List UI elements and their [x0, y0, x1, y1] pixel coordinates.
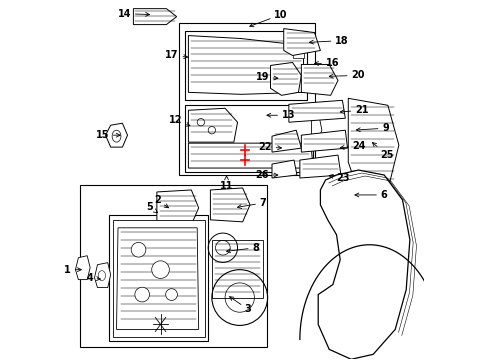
- Polygon shape: [188, 108, 237, 142]
- Polygon shape: [270, 62, 301, 95]
- Polygon shape: [133, 9, 176, 24]
- Text: 22: 22: [258, 142, 281, 152]
- Text: 15: 15: [96, 130, 120, 140]
- Polygon shape: [288, 100, 345, 122]
- Polygon shape: [94, 263, 110, 288]
- Text: 17: 17: [165, 50, 187, 60]
- Text: 10: 10: [249, 10, 287, 27]
- Polygon shape: [210, 188, 249, 222]
- Text: 12: 12: [169, 115, 190, 126]
- Text: 4: 4: [86, 273, 100, 283]
- Polygon shape: [188, 36, 303, 94]
- Text: 13: 13: [266, 110, 294, 120]
- Polygon shape: [311, 110, 321, 142]
- Text: 8: 8: [226, 243, 259, 253]
- Text: 3: 3: [229, 297, 251, 315]
- Polygon shape: [292, 45, 303, 58]
- Text: 6: 6: [354, 190, 386, 200]
- Polygon shape: [105, 123, 127, 147]
- Bar: [184, 105, 312, 172]
- Text: 14: 14: [118, 9, 149, 19]
- Text: 16: 16: [314, 58, 338, 68]
- Bar: [80, 185, 266, 347]
- Polygon shape: [116, 228, 198, 329]
- Text: 26: 26: [255, 170, 277, 180]
- Text: 20: 20: [328, 71, 364, 80]
- Polygon shape: [113, 220, 204, 337]
- Text: 11: 11: [219, 176, 233, 191]
- Polygon shape: [301, 130, 347, 152]
- Bar: [109, 215, 208, 341]
- Text: 24: 24: [340, 141, 366, 151]
- Text: 5: 5: [146, 202, 157, 213]
- Circle shape: [131, 242, 145, 257]
- Polygon shape: [75, 256, 90, 280]
- Polygon shape: [318, 170, 409, 359]
- Circle shape: [165, 289, 177, 301]
- Bar: [184, 31, 306, 100]
- Text: 1: 1: [64, 265, 81, 275]
- Polygon shape: [271, 160, 296, 178]
- Polygon shape: [211, 240, 263, 298]
- Text: 19: 19: [255, 72, 277, 82]
- Polygon shape: [271, 130, 301, 152]
- Text: 2: 2: [153, 195, 168, 208]
- Polygon shape: [188, 143, 312, 168]
- Text: 25: 25: [372, 143, 393, 160]
- Text: 21: 21: [340, 105, 367, 115]
- Polygon shape: [355, 128, 376, 150]
- Polygon shape: [340, 185, 359, 208]
- Circle shape: [135, 287, 149, 302]
- Polygon shape: [301, 64, 337, 95]
- Bar: [179, 23, 314, 175]
- Polygon shape: [157, 190, 198, 225]
- Polygon shape: [299, 155, 340, 178]
- Circle shape: [151, 261, 169, 278]
- Polygon shape: [283, 28, 320, 55]
- Polygon shape: [347, 98, 398, 192]
- Text: 18: 18: [309, 36, 348, 46]
- Text: 9: 9: [356, 123, 388, 133]
- Text: 23: 23: [328, 173, 349, 183]
- Text: 7: 7: [237, 198, 266, 208]
